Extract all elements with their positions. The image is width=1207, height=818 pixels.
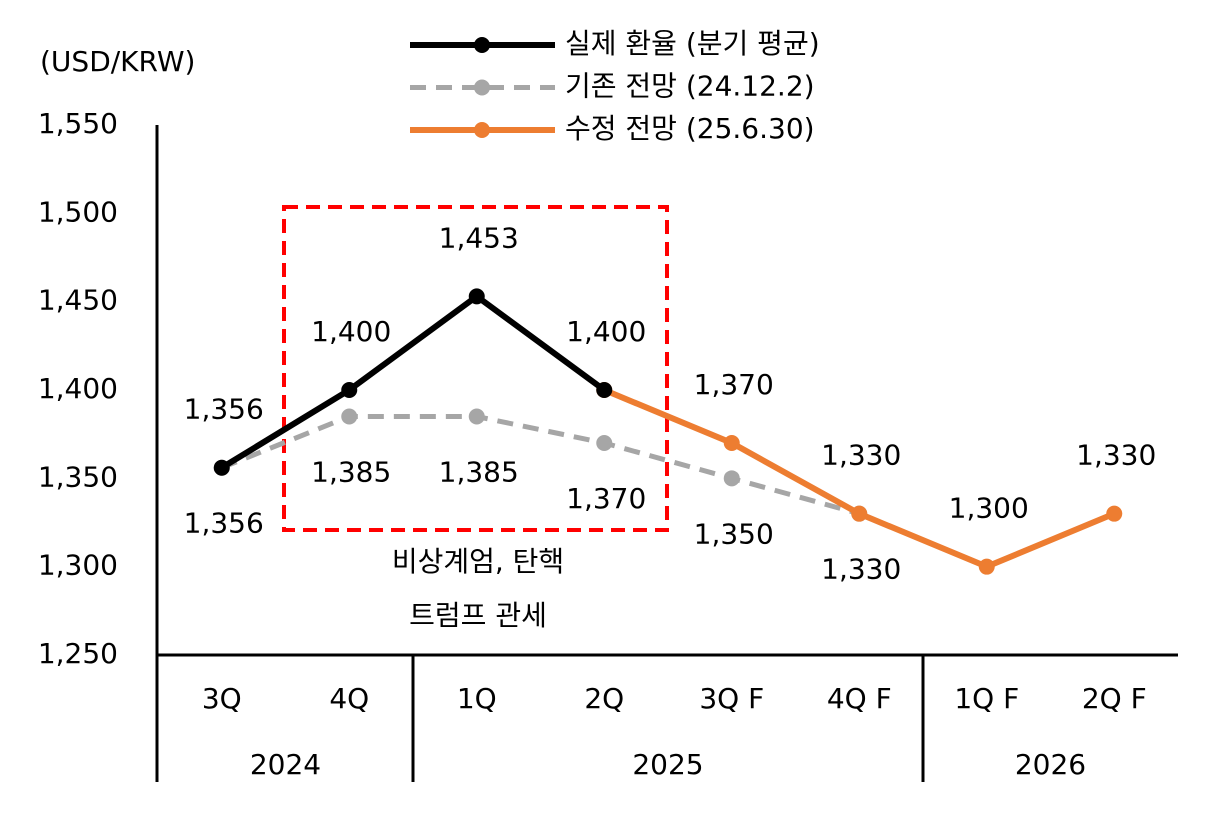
x-tick-label: 4Q F: [827, 682, 892, 715]
x-tick-label: 3Q: [202, 682, 242, 715]
data-label: 1,385: [439, 456, 519, 489]
axis-label: (USD/KRW): [40, 45, 195, 78]
annotation: 비상계엄, 탄핵: [392, 545, 564, 578]
point: [468, 408, 485, 425]
y-tick-label: 1,350: [38, 460, 118, 493]
data-label: 1,370: [694, 368, 774, 401]
y-tick-label: 1,300: [38, 549, 118, 582]
data-label: 1,453: [439, 221, 519, 254]
group-label: 2025: [632, 748, 703, 781]
legend-label: 실제 환율 (분기 평균): [565, 27, 820, 60]
group-label: 2026: [1015, 748, 1086, 781]
data-label: 1,300: [949, 492, 1029, 525]
point: [851, 505, 868, 522]
point: [596, 435, 613, 451]
series-line: [603, 387, 1116, 570]
point: [341, 408, 358, 425]
x-tick-label: 4Q: [329, 682, 369, 715]
point: [723, 470, 740, 487]
y-tick-label: 1,250: [38, 637, 118, 670]
legend-marker: [474, 79, 490, 96]
legend-label: 수정 전망 (25.6.30): [565, 112, 815, 145]
point: [1106, 505, 1123, 522]
group-label: 2024: [250, 748, 321, 781]
legend-label: 기존 전망 (24.12.2): [565, 70, 815, 103]
data-label: 1,350: [694, 517, 774, 550]
point: [978, 558, 995, 575]
point: [341, 382, 358, 398]
legend-marker: [474, 37, 490, 53]
y-tick-label: 1,450: [38, 284, 118, 317]
data-label: 1,356: [184, 393, 264, 426]
annotation: 트럼프 관세: [409, 599, 547, 632]
data-label: 1,370: [566, 482, 646, 515]
x-tick-label: 1Q: [457, 682, 497, 715]
data-label: 1,400: [566, 315, 646, 348]
data-label: 1,385: [311, 456, 391, 489]
point: [596, 382, 613, 398]
data-label: 1,356: [184, 507, 264, 540]
point: [213, 459, 230, 476]
y-tick-label: 1,500: [38, 195, 118, 228]
x-tick-label: 1Q F: [954, 682, 1019, 715]
data-label: 1,330: [1076, 439, 1156, 472]
data-label: 1,400: [311, 315, 391, 348]
point: [723, 435, 740, 451]
x-tick-label: 2Q: [584, 682, 624, 715]
x-tick-label: 3Q F: [699, 682, 764, 715]
series-line: [220, 292, 607, 471]
y-tick-label: 1,400: [38, 372, 118, 405]
point: [468, 288, 485, 305]
data-label: 1,330: [821, 439, 901, 472]
y-tick-label: 1,550: [38, 107, 118, 140]
legend-marker: [474, 122, 490, 138]
series-line: [220, 414, 860, 517]
data-label: 1,330: [821, 553, 901, 586]
x-tick-label: 2Q F: [1082, 682, 1147, 715]
